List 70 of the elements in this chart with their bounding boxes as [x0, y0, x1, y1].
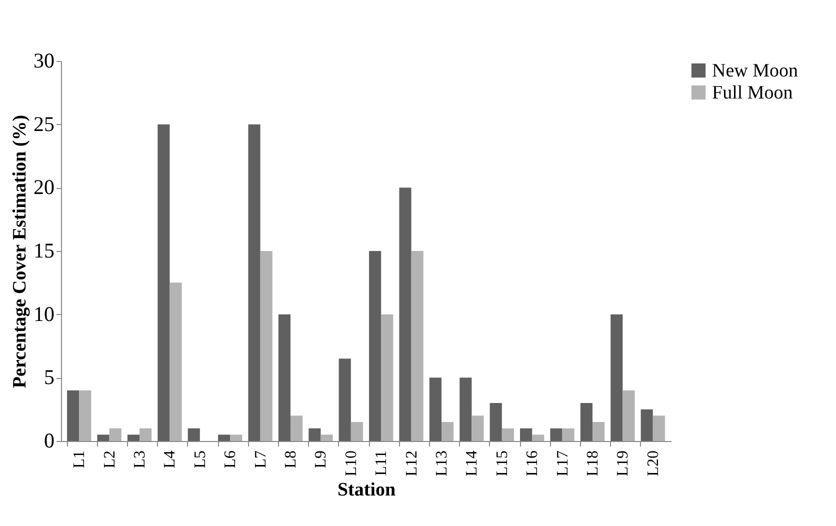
bar: [550, 428, 562, 441]
bar: [502, 428, 514, 441]
y-tick-label: 10: [34, 302, 54, 326]
x-tick-label: L13: [433, 450, 450, 476]
bar: [652, 416, 665, 441]
bar: [472, 416, 484, 441]
bar: [320, 434, 333, 441]
bar: [411, 251, 424, 441]
bar: [350, 422, 363, 441]
x-tick-label: L4: [162, 450, 179, 468]
x-tick-label: L11: [373, 450, 390, 476]
bar: [127, 434, 140, 441]
x-axis-title: Station: [337, 479, 396, 500]
bar: [158, 124, 170, 441]
bar: [399, 188, 412, 441]
y-tick-label: 5: [44, 365, 54, 390]
bar: [592, 422, 605, 441]
legend-label: Full Moon: [712, 82, 794, 104]
bar: [532, 434, 544, 441]
x-tick-label: L20: [644, 450, 662, 476]
bar: [97, 434, 110, 441]
bar: [460, 378, 472, 441]
y-tick-label: 0: [44, 428, 54, 452]
x-tick-label: L2: [101, 450, 118, 468]
x-tick-label: L6: [222, 450, 240, 468]
x-tick-label: L18: [584, 450, 602, 476]
x-tick-label: L1: [71, 450, 88, 468]
bar: [381, 314, 394, 441]
bar: [441, 422, 454, 441]
x-tick-label: L14: [464, 450, 481, 476]
x-tick-label: L15: [494, 450, 511, 476]
x-tick-label: L19: [614, 450, 632, 476]
bar: [610, 314, 623, 441]
bar: [308, 428, 321, 441]
x-tick-label: L10: [342, 450, 360, 476]
y-tick-label: 30: [34, 48, 54, 72]
y-tick-label: 25: [34, 112, 54, 136]
bar: [170, 282, 182, 441]
x-tick-label: L5: [192, 450, 209, 468]
x-tick-label: L3: [132, 450, 149, 468]
bar: [188, 428, 200, 441]
bar: [290, 416, 303, 441]
bar: [338, 358, 351, 441]
bar: [140, 428, 152, 441]
bar: [562, 428, 574, 441]
bar: [580, 403, 592, 441]
bar: [260, 251, 272, 441]
bar: [218, 434, 230, 441]
y-axis-title: Percentage Cover Estimation (%): [10, 114, 30, 388]
bar: [490, 403, 502, 441]
x-tick-label: L7: [252, 450, 270, 468]
legend-label: New Moon: [712, 60, 799, 82]
bar: [109, 428, 122, 441]
bar: [67, 390, 80, 441]
bar: [369, 251, 382, 441]
bar: [429, 378, 442, 441]
bar: [640, 409, 653, 441]
x-tick-label: L9: [312, 450, 330, 468]
bar: [79, 390, 92, 441]
bar: [230, 434, 242, 441]
x-tick-label: L8: [282, 450, 300, 468]
bar: [520, 428, 532, 441]
x-tick-label: L16: [524, 450, 542, 476]
x-tick-label: L17: [554, 450, 572, 476]
bar: [248, 124, 260, 441]
bar: [622, 390, 635, 441]
y-tick-label: 15: [34, 238, 54, 262]
bar: [278, 314, 291, 441]
x-tick-label: L12: [403, 450, 420, 476]
y-tick-label: 20: [34, 175, 54, 200]
